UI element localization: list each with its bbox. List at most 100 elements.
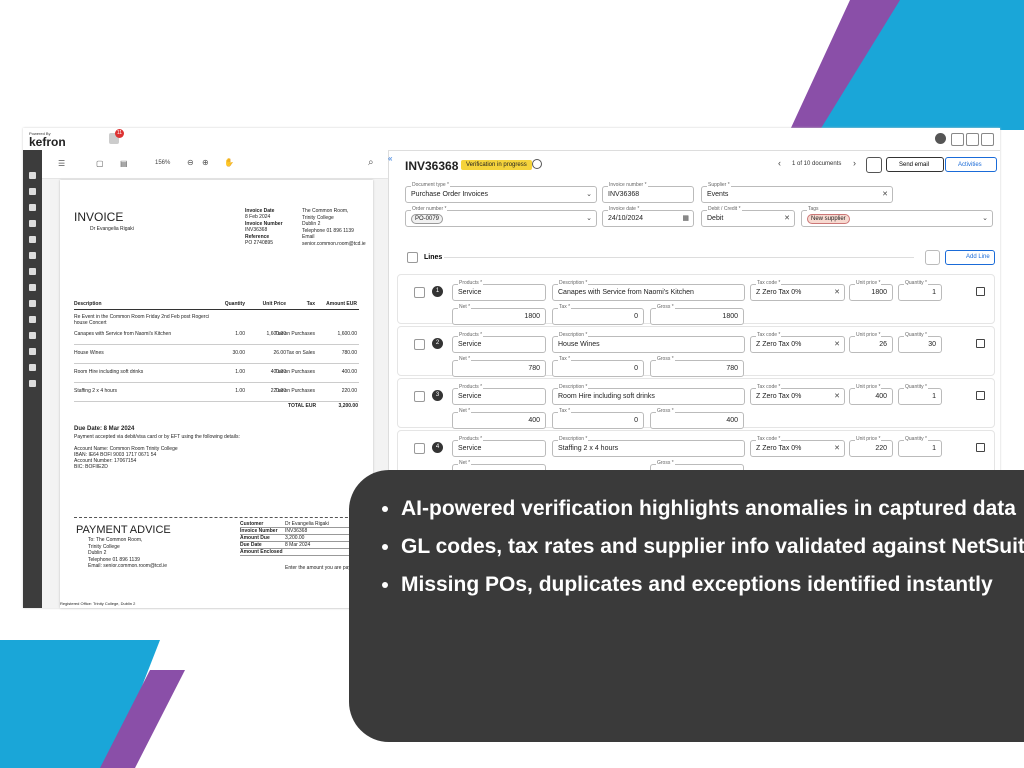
form-field[interactable]: Description * House Wines bbox=[552, 332, 745, 353]
field-rule bbox=[240, 555, 373, 556]
nav-icon[interactable] bbox=[29, 220, 36, 227]
prev-icon[interactable]: ‹ bbox=[778, 158, 781, 168]
checkbox[interactable] bbox=[414, 287, 425, 298]
field-value: Room Hire including soft drinks bbox=[558, 393, 655, 400]
checkbox[interactable] bbox=[414, 443, 425, 454]
form-field[interactable]: Tags New supplier ⌄ bbox=[801, 206, 993, 227]
form-field[interactable]: Net * 780 bbox=[452, 356, 546, 377]
field-label: Gross * bbox=[656, 408, 675, 414]
form-field[interactable]: Quantity * 1 bbox=[898, 436, 942, 457]
invoice-text: The Common Room, bbox=[302, 208, 349, 214]
checkbox[interactable] bbox=[414, 391, 425, 402]
form-field[interactable]: Tax * 0 bbox=[552, 408, 644, 429]
nav-icon[interactable] bbox=[29, 380, 36, 387]
field-label: Tax * bbox=[558, 408, 572, 414]
nav-icon[interactable] bbox=[29, 188, 36, 195]
copy-icon[interactable] bbox=[976, 391, 985, 400]
form-field[interactable]: Tax code * Z Zero Tax 0% ✕ bbox=[750, 384, 845, 405]
row-rule bbox=[74, 363, 359, 364]
nav-icon[interactable] bbox=[29, 252, 36, 259]
copy-icon[interactable] bbox=[976, 339, 985, 348]
file-icon[interactable]: ▤ bbox=[120, 159, 128, 168]
form-field[interactable]: Gross * 1800 bbox=[650, 304, 744, 325]
invoice-text: PO 2740895 bbox=[245, 240, 274, 246]
form-field[interactable]: Document type * Purchase Order Invoices ⌄ bbox=[405, 182, 597, 203]
form-field[interactable]: Products * Service bbox=[452, 436, 546, 457]
copy-icon[interactable] bbox=[976, 443, 985, 452]
menu-icon[interactable]: ☰ bbox=[58, 159, 66, 168]
pan-icon[interactable]: ✋ bbox=[224, 158, 234, 167]
form-field[interactable]: Products * Service bbox=[452, 384, 546, 405]
field-value: Canapes with Service from Naomi's Kitche… bbox=[558, 289, 694, 296]
link-button[interactable] bbox=[866, 157, 882, 173]
form-field[interactable]: Invoice number * INV36368 bbox=[602, 182, 694, 203]
form-field[interactable]: Debit / Credit * Debit ✕ bbox=[701, 206, 795, 227]
zoom-level[interactable]: 156% bbox=[155, 160, 171, 166]
form-field[interactable]: Tax code * Z Zero Tax 0% ✕ bbox=[750, 280, 845, 301]
panel-icon[interactable]: ▢ bbox=[96, 159, 104, 168]
nav-icon[interactable] bbox=[29, 332, 36, 339]
form-field[interactable]: Quantity * 30 bbox=[898, 332, 942, 353]
invoice-text: TOTAL EUR bbox=[288, 403, 317, 409]
form-field[interactable]: Tax * 0 bbox=[552, 304, 644, 325]
form-field[interactable]: Invoice date * 24/10/2024 ▦ bbox=[602, 206, 694, 227]
nav-icon[interactable] bbox=[29, 364, 36, 371]
form-field[interactable]: Quantity * 1 bbox=[898, 280, 942, 301]
nav-icon[interactable] bbox=[29, 284, 36, 291]
checkbox[interactable] bbox=[407, 252, 418, 263]
form-field[interactable]: Description * Room Hire including soft dr… bbox=[552, 384, 745, 405]
form-field[interactable]: Unit price * 26 bbox=[849, 332, 893, 353]
form-field[interactable]: Description * Canapes with Service from N… bbox=[552, 280, 745, 301]
field-label: Gross * bbox=[656, 356, 675, 362]
powered-by: Powered By bbox=[29, 131, 51, 136]
checkbox[interactable] bbox=[414, 339, 425, 350]
activities-button[interactable]: Activities bbox=[945, 157, 997, 172]
nav-icon[interactable] bbox=[29, 300, 36, 307]
form-field[interactable]: Tax code * Z Zero Tax 0% ✕ bbox=[750, 436, 845, 457]
nav-icon[interactable] bbox=[29, 172, 36, 179]
zoom-out[interactable]: ⊖ bbox=[187, 158, 194, 167]
nav-icon[interactable] bbox=[29, 268, 36, 275]
form-field[interactable]: Tax code * Z Zero Tax 0% ✕ bbox=[750, 332, 845, 353]
invoice-text: Invoice Number bbox=[245, 221, 283, 227]
info-icon[interactable] bbox=[532, 159, 542, 169]
field-value: Z Zero Tax 0% bbox=[756, 341, 802, 348]
viewer-toolbar: ☰ ▢ ▤ 156% ⊖ ⊕ ✋ ⌕ bbox=[42, 150, 388, 179]
nav-icon[interactable] bbox=[29, 316, 36, 323]
next-icon[interactable]: › bbox=[853, 158, 856, 168]
form-field[interactable]: Gross * 400 bbox=[650, 408, 744, 429]
send-email-button[interactable]: Send email bbox=[886, 157, 944, 172]
field-label: Description * bbox=[558, 280, 589, 286]
nav-icon[interactable] bbox=[29, 348, 36, 355]
pager[interactable]: 1 of 10 documents bbox=[792, 161, 842, 167]
form-field[interactable]: Unit price * 1800 bbox=[849, 280, 893, 301]
invoice-text: 30.00 bbox=[232, 350, 245, 356]
form-field[interactable]: Gross * 780 bbox=[650, 356, 744, 377]
invoice-text: Dr Evangelia Rigaki bbox=[285, 521, 329, 527]
search-icon[interactable]: ⌕ bbox=[368, 157, 374, 168]
form-field[interactable]: Net * 400 bbox=[452, 408, 546, 429]
form-field[interactable]: Quantity * 1 bbox=[898, 384, 942, 405]
collapse-icon[interactable]: « bbox=[388, 154, 393, 163]
field-label: Gross * bbox=[656, 460, 675, 466]
field-rule bbox=[240, 527, 373, 528]
nav-icon[interactable] bbox=[29, 236, 36, 243]
form-field[interactable]: Products * Service bbox=[452, 332, 546, 353]
nav-icon[interactable] bbox=[29, 204, 36, 211]
form-field[interactable]: Products * Service bbox=[452, 280, 546, 301]
add-line-button[interactable]: Add Line bbox=[945, 250, 995, 265]
form-field[interactable]: Supplier * Events ✕ bbox=[701, 182, 893, 203]
field-label: Products * bbox=[458, 436, 484, 442]
form-field[interactable]: Description * Staffing 2 x 4 hours bbox=[552, 436, 745, 457]
form-field[interactable]: Order number * PO-0079 ⌄ bbox=[405, 206, 597, 227]
form-field[interactable]: Tax * 0 bbox=[552, 356, 644, 377]
form-field[interactable]: Unit price * 220 bbox=[849, 436, 893, 457]
line-number: 3 bbox=[432, 390, 443, 401]
copy-icon[interactable] bbox=[976, 287, 985, 296]
doc-icon[interactable] bbox=[109, 133, 119, 144]
zoom-in[interactable]: ⊕ bbox=[202, 158, 209, 167]
form-field[interactable]: Net * 1800 bbox=[452, 304, 546, 325]
form-field[interactable]: Unit price * 400 bbox=[849, 384, 893, 405]
invoice-text: 400.00 bbox=[270, 369, 286, 375]
delete-button[interactable] bbox=[925, 250, 940, 265]
